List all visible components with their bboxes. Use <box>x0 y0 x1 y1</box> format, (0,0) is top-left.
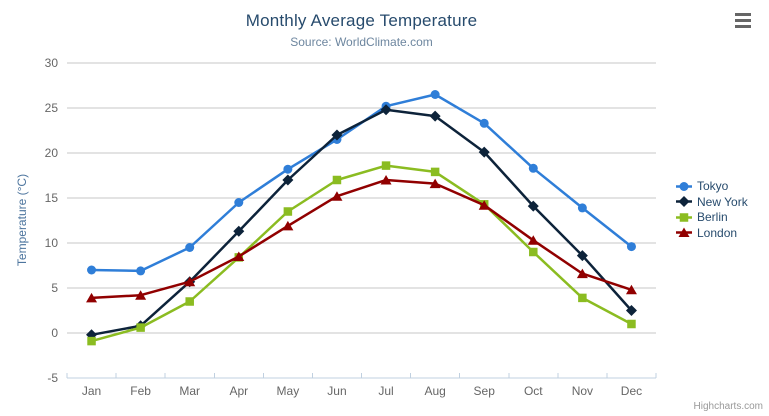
hamburger-icon <box>735 13 751 16</box>
point-berlin-jun[interactable] <box>332 175 342 185</box>
series-new-york <box>86 104 637 341</box>
point-london-may[interactable] <box>282 220 294 231</box>
point-new-york-may[interactable] <box>282 174 294 186</box>
series-line-new-york[interactable] <box>90 108 633 337</box>
x-axis-label: Oct <box>524 384 543 398</box>
x-axis-label: Mar <box>179 384 200 398</box>
series-line-tokyo[interactable] <box>90 93 633 273</box>
x-axis-label: May <box>277 384 300 398</box>
point-tokyo-sep[interactable] <box>479 118 489 128</box>
diamond-marker-glyph <box>678 196 690 207</box>
point-new-york-aug[interactable] <box>429 110 441 122</box>
y-axis-label: 10 <box>45 236 59 250</box>
y-axis-label: 20 <box>45 146 59 160</box>
x-axis-label: Apr <box>229 384 248 398</box>
triangle-marker-icon <box>676 227 692 237</box>
point-tokyo-mar[interactable] <box>185 243 195 252</box>
x-axis-label: Feb <box>130 384 151 398</box>
point-new-york-dec[interactable] <box>625 305 637 316</box>
series-line-berlin[interactable] <box>90 164 633 343</box>
chart-title: Monthly Average Temperature <box>245 11 478 30</box>
point-berlin-feb[interactable] <box>136 323 145 332</box>
point-london-feb[interactable] <box>135 290 147 300</box>
point-new-york-oct[interactable] <box>527 200 539 212</box>
x-axis-label: Sep <box>474 384 496 398</box>
y-axis-label: 30 <box>45 56 59 70</box>
y-axis-label: 15 <box>45 191 59 205</box>
point-berlin-jan[interactable] <box>87 336 96 346</box>
point-tokyo-aug[interactable] <box>430 90 440 99</box>
series-tokyo <box>87 90 636 276</box>
x-axis-label: Dec <box>621 384 642 398</box>
point-london-mar[interactable] <box>184 276 196 287</box>
point-london-jul[interactable] <box>380 175 392 185</box>
point-tokyo-nov[interactable] <box>577 203 587 213</box>
y-axis-label: 5 <box>51 281 58 295</box>
circle-marker-glyph <box>679 181 689 191</box>
x-axis-label: Aug <box>424 384 445 398</box>
point-tokyo-oct[interactable] <box>528 163 538 173</box>
point-london-jan[interactable] <box>86 292 98 303</box>
legend-item-london[interactable]: London <box>676 227 748 239</box>
point-london-jun[interactable] <box>331 191 343 201</box>
point-london-oct[interactable] <box>527 235 539 245</box>
y-axis-label: 0 <box>51 326 58 340</box>
point-berlin-aug[interactable] <box>430 167 440 177</box>
y-axis-label: 25 <box>45 101 59 115</box>
x-axis-label: Jan <box>82 384 101 398</box>
point-london-sep[interactable] <box>478 200 490 210</box>
point-new-york-jun[interactable] <box>331 129 343 141</box>
series-line-london[interactable] <box>90 178 633 300</box>
legend-label: Tokyo <box>697 179 729 193</box>
series-london <box>86 175 637 303</box>
legend-item-berlin[interactable]: Berlin <box>676 211 748 223</box>
circle-marker-icon <box>676 181 692 191</box>
point-london-apr[interactable] <box>233 251 245 262</box>
square-marker-icon <box>676 212 692 222</box>
y-axis-label: -5 <box>47 371 58 385</box>
x-axis-label: Jul <box>378 384 393 398</box>
point-new-york-jul[interactable] <box>380 104 392 116</box>
credits-link[interactable]: Highcharts.com <box>693 401 763 412</box>
point-tokyo-may[interactable] <box>283 164 293 174</box>
legend-item-tokyo[interactable]: Tokyo <box>676 180 748 192</box>
hamburger-icon <box>735 25 751 28</box>
hamburger-icon <box>735 19 751 22</box>
point-tokyo-jan[interactable] <box>87 265 97 275</box>
legend-label: London <box>697 225 738 240</box>
point-berlin-mar[interactable] <box>185 297 194 306</box>
y-axis-title: Temperature (°C) <box>15 173 29 267</box>
diamond-marker-icon <box>676 196 692 207</box>
point-berlin-jul[interactable] <box>381 161 391 170</box>
point-new-york-nov[interactable] <box>576 250 588 262</box>
square-marker-glyph <box>679 212 689 222</box>
point-tokyo-dec[interactable] <box>626 242 636 252</box>
point-new-york-sep[interactable] <box>478 146 490 158</box>
legend-item-new-york[interactable]: New York <box>676 196 748 208</box>
point-berlin-may[interactable] <box>283 207 293 216</box>
chart-subtitle: Source: WorldClimate.com <box>290 35 433 49</box>
legend-label: New York <box>697 194 748 209</box>
point-london-nov[interactable] <box>576 268 588 279</box>
context-menu-button[interactable] <box>735 13 753 28</box>
point-tokyo-apr[interactable] <box>234 198 244 207</box>
point-london-aug[interactable] <box>429 178 441 189</box>
legend-label: Berlin <box>697 210 728 224</box>
triangle-marker-glyph <box>678 227 690 237</box>
point-london-dec[interactable] <box>625 284 637 295</box>
point-tokyo-feb[interactable] <box>136 266 146 276</box>
point-berlin-nov[interactable] <box>578 293 587 303</box>
x-axis-label: Jun <box>327 384 346 398</box>
point-berlin-oct[interactable] <box>529 247 538 257</box>
legend: Tokyo New York Berlin London <box>676 180 748 239</box>
x-axis-label: Nov <box>572 384 593 398</box>
point-new-york-apr[interactable] <box>233 225 245 237</box>
point-berlin-dec[interactable] <box>627 319 636 329</box>
